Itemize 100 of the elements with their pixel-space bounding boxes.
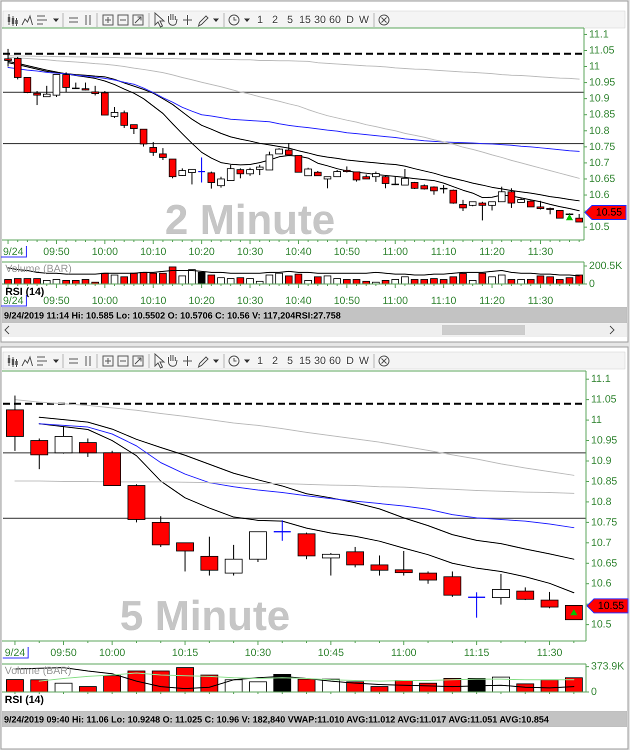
x-tick-label: 11:00 xyxy=(382,246,408,258)
x-tick-label: 10:00 xyxy=(92,295,118,307)
candlestick xyxy=(159,148,167,161)
x-tick-label: 10:50 xyxy=(334,295,360,307)
x-tick-label: 10:15 xyxy=(172,647,198,659)
y-tick-label: 10.7 xyxy=(589,156,610,169)
y-tick-label: 11 xyxy=(591,414,602,426)
x-tick-label: 09:50 xyxy=(50,647,77,659)
y-tick-label: 200.5K xyxy=(589,260,622,272)
text: 2 xyxy=(272,355,278,367)
x-tick-label: 09:50 xyxy=(43,295,70,307)
text: 60 xyxy=(329,355,341,367)
line-series xyxy=(38,416,574,560)
x-tick-label: 9/24 xyxy=(2,295,24,307)
text: 10.55 xyxy=(596,206,622,218)
y-tick-label: 10.75 xyxy=(589,140,616,153)
y-tick-label: 10.5 xyxy=(589,221,610,234)
y-tick-label: 10.6 xyxy=(591,578,612,590)
y-tick-label: 10.95 xyxy=(589,76,616,89)
x-tick-label: 10:20 xyxy=(188,246,215,258)
x-tick-label: 10:50 xyxy=(334,246,360,258)
y-tick-label: 10.9 xyxy=(591,455,612,467)
x-tick-label: 9/24 xyxy=(2,246,24,258)
candlestick xyxy=(33,90,41,106)
x-tick-label: 09:50 xyxy=(43,246,70,258)
y-tick-label: 11.05 xyxy=(589,44,615,56)
line-series xyxy=(14,480,574,494)
candlestick xyxy=(401,168,409,186)
bar xyxy=(217,277,225,284)
candlestick xyxy=(394,550,413,576)
candlestick xyxy=(419,570,437,584)
text: 9/24/2019 11:14 Hi: 10.585 Lo: 10.5502 O: 10.5706 C: 10.56 V: 117,204RSI:27.758 xyxy=(4,310,341,320)
candlestick xyxy=(478,201,486,221)
x-tick-label: 11:30 xyxy=(536,647,562,659)
y-tick-label: 10.95 xyxy=(591,434,618,447)
text: 9/24/2019 09:40 Hi: 11.06 Lo: 10.9248 O: 11.025 C: 10.96 V: 182,840 VWAP:11.010 AVG:11.012 AVG:11.017 AVG:11.051 AVG:10.854 xyxy=(4,714,549,724)
x-tick-label: 11:30 xyxy=(528,246,554,258)
bar xyxy=(178,276,186,284)
candlestick xyxy=(273,520,292,542)
text: 5 xyxy=(287,14,294,26)
candlestick xyxy=(200,536,218,576)
line-series xyxy=(38,423,574,528)
candlestick xyxy=(78,438,97,458)
y-tick-label: 10.9 xyxy=(589,92,610,105)
text: 2 Minute xyxy=(164,196,336,243)
x-tick-label: 10:45 xyxy=(318,647,344,659)
text: 5 xyxy=(287,355,294,367)
x-tick-label: 10:30 xyxy=(244,647,272,659)
bar xyxy=(78,686,97,692)
candlestick xyxy=(168,158,176,179)
text: 5 Minute xyxy=(120,592,290,639)
x-tick-label: 11:20 xyxy=(479,246,505,258)
x-tick-label: 10:00 xyxy=(99,647,126,659)
candlestick xyxy=(372,171,380,182)
candlestick xyxy=(120,110,128,128)
y-tick-label: 11 xyxy=(589,60,600,73)
text: 15 xyxy=(299,355,311,367)
x-tick-label: 10:20 xyxy=(188,295,215,307)
text: 15 xyxy=(299,14,311,26)
candlestick xyxy=(30,438,48,470)
bar xyxy=(82,279,90,284)
y-tick-label: 11.1 xyxy=(591,373,611,386)
candlestick xyxy=(468,592,486,618)
text: 60 xyxy=(329,14,341,26)
x-tick-label: 9/24 xyxy=(4,647,26,659)
text: 30 xyxy=(314,14,326,26)
candlestick xyxy=(226,164,234,182)
y-tick-label: 10.65 xyxy=(589,172,616,185)
text: W xyxy=(359,14,370,26)
candlestick xyxy=(370,555,388,576)
bar xyxy=(6,679,24,692)
candlestick xyxy=(266,151,274,170)
y-tick-label: 373.9K xyxy=(591,660,624,673)
y-tick-label: 11.05 xyxy=(591,394,617,406)
candlestick xyxy=(298,532,316,560)
candlestick xyxy=(217,176,225,188)
bar xyxy=(249,681,267,692)
x-tick-label: 10:40 xyxy=(285,295,312,307)
x-tick-label: 10:40 xyxy=(285,246,312,258)
candlestick xyxy=(91,85,99,96)
candlestick xyxy=(110,106,118,118)
y-tick-label: 10.85 xyxy=(591,475,618,488)
x-tick-label: 11:10 xyxy=(430,246,457,258)
text: D xyxy=(346,355,354,367)
candlestick xyxy=(540,591,558,609)
candlestick xyxy=(516,586,534,601)
candlestick xyxy=(176,542,194,572)
candlestick xyxy=(492,573,510,606)
candlestick xyxy=(24,76,32,94)
y-tick-label: 10.6 xyxy=(589,189,610,202)
text: D xyxy=(346,14,354,26)
y-tick-label: 10.7 xyxy=(591,536,612,549)
candlestick xyxy=(140,128,148,148)
candlestick xyxy=(54,426,72,454)
candlestick xyxy=(188,168,196,185)
candlestick xyxy=(324,176,332,189)
candlestick xyxy=(443,570,462,598)
candlestick xyxy=(52,74,60,98)
candlestick xyxy=(236,168,244,179)
x-tick-label: 10:10 xyxy=(140,246,167,258)
